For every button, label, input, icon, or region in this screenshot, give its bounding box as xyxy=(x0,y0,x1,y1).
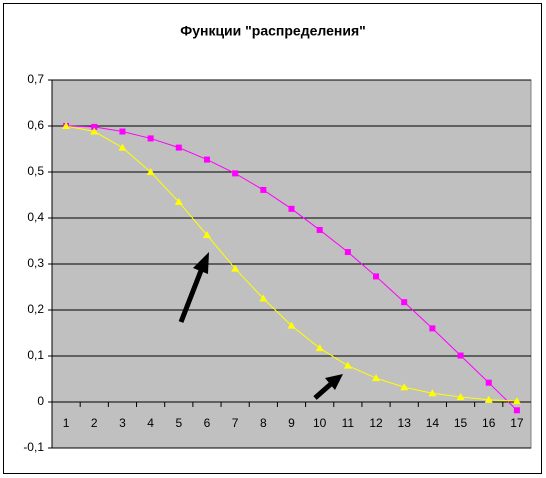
marker xyxy=(203,156,210,163)
marker xyxy=(401,299,408,306)
marker xyxy=(90,127,99,135)
y-tick-label: 0,5 xyxy=(27,164,44,178)
x-tick-label: 14 xyxy=(426,416,440,430)
marker xyxy=(147,135,154,142)
y-tick-label: 0 xyxy=(37,394,44,408)
marker xyxy=(119,128,126,135)
marker xyxy=(372,374,381,382)
arrow xyxy=(313,381,334,400)
x-tick-label: 5 xyxy=(175,416,182,430)
marker xyxy=(287,321,296,329)
marker xyxy=(373,273,380,280)
marker xyxy=(175,144,182,151)
x-tick-label: 1 xyxy=(63,416,70,430)
x-tick-label: 17 xyxy=(510,416,524,430)
marker xyxy=(260,186,267,193)
marker xyxy=(146,168,155,175)
x-tick-label: 9 xyxy=(288,416,295,430)
marker xyxy=(202,231,211,239)
x-tick-label: 3 xyxy=(119,416,126,430)
marker xyxy=(315,344,324,352)
marker xyxy=(62,122,71,129)
x-tick-label: 7 xyxy=(232,416,239,430)
y-tick-label: 0,2 xyxy=(27,302,44,316)
y-tick-label: 0,4 xyxy=(27,210,44,224)
x-tick-label: 16 xyxy=(482,416,496,430)
arrow xyxy=(178,267,205,323)
x-tick-label: 11 xyxy=(342,416,355,430)
marker xyxy=(485,379,492,386)
x-tick-label: 12 xyxy=(369,416,383,430)
x-tick-label: 2 xyxy=(91,416,98,430)
marker xyxy=(512,397,521,405)
y-tick-label: 0,3 xyxy=(27,256,44,270)
y-tick-label: 0,6 xyxy=(27,118,44,132)
arrow-head xyxy=(325,374,343,390)
marker xyxy=(400,383,409,391)
y-tick-label: 0,7 xyxy=(27,72,44,86)
marker xyxy=(484,395,493,403)
marker xyxy=(428,389,437,397)
y-tick-label: -0,1 xyxy=(23,440,44,454)
marker xyxy=(288,205,295,212)
marker xyxy=(343,361,352,369)
y-tick-label: 0,1 xyxy=(27,348,44,362)
x-tick-label: 15 xyxy=(454,416,468,430)
marker xyxy=(457,352,464,359)
marker xyxy=(259,294,268,302)
annotation-arrows xyxy=(178,252,343,400)
marker xyxy=(316,226,323,233)
marker xyxy=(456,392,465,400)
x-tick-label: 10 xyxy=(313,416,327,430)
marker xyxy=(513,407,520,414)
marker xyxy=(118,143,127,151)
chart-title: Функции "распределения" xyxy=(180,23,366,39)
arrow-head xyxy=(193,252,209,274)
marker xyxy=(344,249,351,256)
marker xyxy=(232,170,239,177)
marker xyxy=(174,197,183,205)
marker xyxy=(429,325,436,332)
marker xyxy=(91,123,98,130)
x-tick-label: 13 xyxy=(398,416,412,430)
x-tick-label: 4 xyxy=(147,416,154,430)
x-tick-label: 6 xyxy=(204,416,211,430)
marker xyxy=(231,264,240,272)
x-tick-label: 8 xyxy=(260,416,267,430)
